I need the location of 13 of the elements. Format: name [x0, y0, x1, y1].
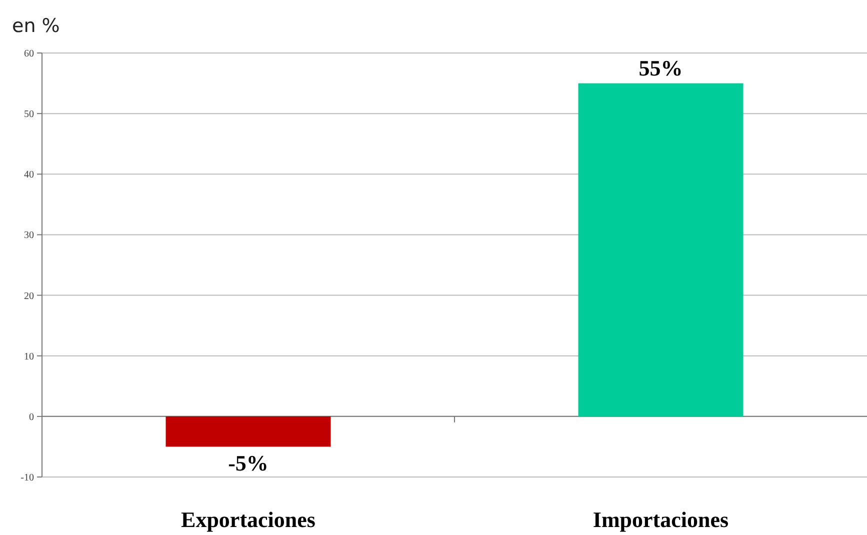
- data-label: 55%: [638, 55, 683, 80]
- y-tick-label: 60: [24, 48, 34, 60]
- y-tick-label: 0: [29, 412, 34, 423]
- x-tick-label: Exportaciones: [181, 507, 316, 532]
- data-label: -5%: [228, 450, 268, 476]
- y-tick-label: 40: [24, 170, 34, 181]
- y-tick-label: -10: [20, 472, 34, 484]
- y-tick-label: 30: [24, 230, 34, 242]
- y-tick-label: 50: [24, 109, 34, 120]
- y-axis-title: en %: [12, 15, 60, 37]
- x-tick-label: Importaciones: [592, 507, 730, 532]
- y-tick-label: 20: [24, 290, 34, 302]
- y-tick-label: 10: [24, 351, 34, 362]
